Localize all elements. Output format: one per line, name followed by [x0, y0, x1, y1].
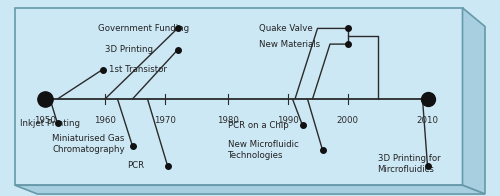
Text: 3D Printing for
Mircrofluidics: 3D Printing for Mircrofluidics — [378, 154, 440, 173]
Text: 1990: 1990 — [276, 116, 298, 125]
Text: Government Funding: Government Funding — [98, 24, 188, 33]
Text: 2000: 2000 — [336, 116, 358, 125]
Text: 1970: 1970 — [154, 116, 176, 125]
Text: New Microfluidic
Technologies: New Microfluidic Technologies — [228, 140, 298, 160]
Text: PCR on a Chip: PCR on a Chip — [228, 121, 288, 130]
Polygon shape — [15, 185, 485, 194]
Text: Inkjet Printing: Inkjet Printing — [20, 119, 80, 128]
FancyBboxPatch shape — [15, 8, 462, 185]
Text: 3D Printing: 3D Printing — [105, 45, 153, 54]
Text: 1980: 1980 — [216, 116, 238, 125]
Text: Miniaturised Gas
Chromatography: Miniaturised Gas Chromatography — [52, 134, 125, 154]
Text: 1st Transistor: 1st Transistor — [109, 65, 167, 74]
Text: 1960: 1960 — [94, 116, 116, 125]
Text: PCR: PCR — [128, 161, 144, 170]
Polygon shape — [462, 8, 485, 194]
Text: 1950: 1950 — [34, 116, 56, 125]
Text: Quake Valve: Quake Valve — [259, 24, 313, 33]
Text: New Materials: New Materials — [259, 40, 320, 49]
Text: 2010: 2010 — [416, 116, 438, 125]
